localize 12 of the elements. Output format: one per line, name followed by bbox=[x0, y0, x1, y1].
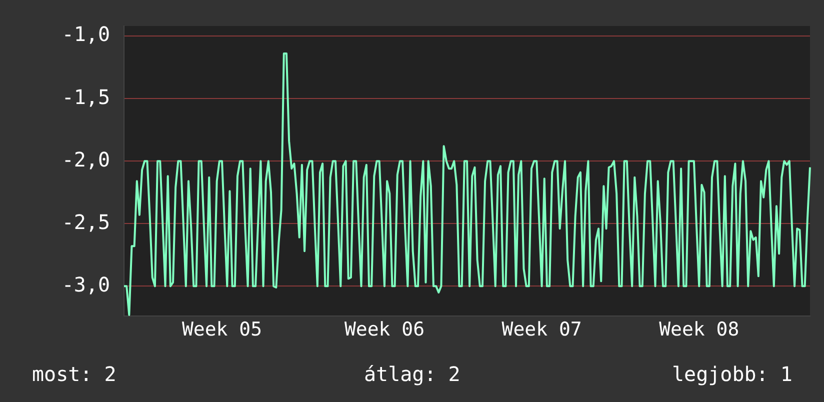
y-tick-label: -3,0 bbox=[62, 272, 110, 296]
x-tick-label: Week 05 bbox=[182, 318, 262, 341]
text: átlag: 2 bbox=[364, 362, 460, 386]
y-tick-label: -1,5 bbox=[62, 84, 110, 109]
x-tick-label: Week 06 bbox=[344, 318, 425, 341]
y-tick-label: -2,0 bbox=[62, 147, 110, 172]
y-tick-label: -1,0 bbox=[62, 22, 110, 46]
text: most: 2 bbox=[32, 362, 116, 386]
x-tick-label: Week 07 bbox=[502, 318, 582, 341]
x-tick-label: Week 08 bbox=[659, 318, 740, 341]
y-tick-label: -2,5 bbox=[62, 210, 110, 234]
text: legjobb: 1 bbox=[672, 362, 792, 386]
